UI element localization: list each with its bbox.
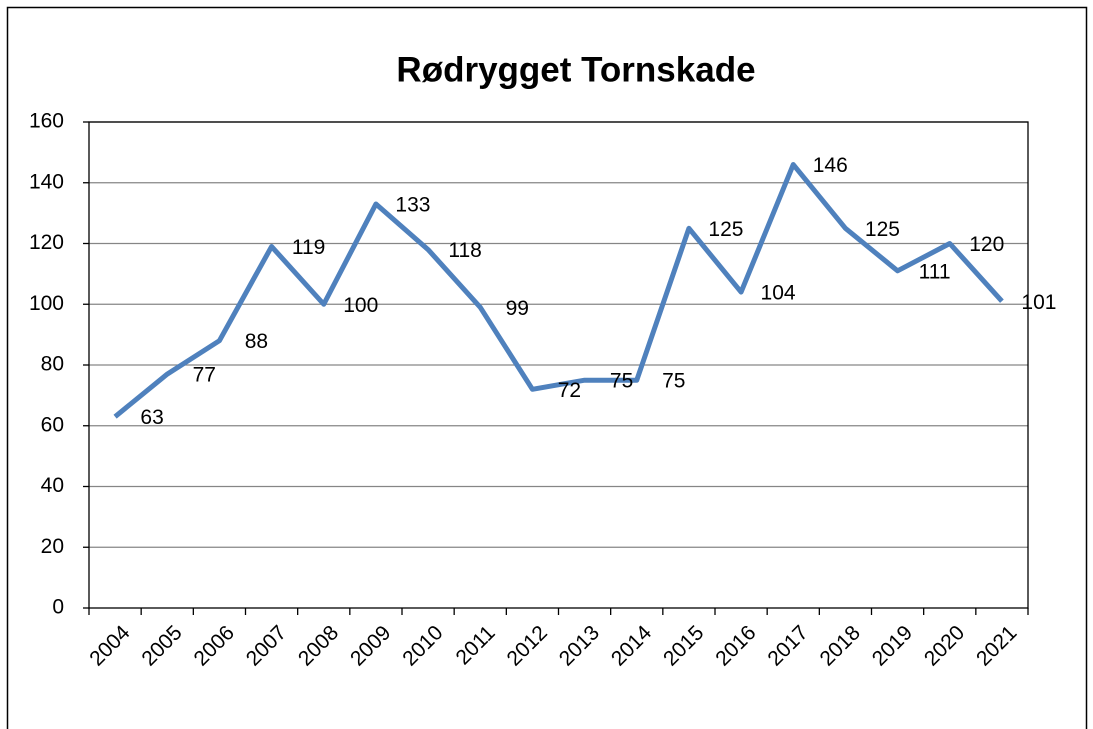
y-tick-label: 20 bbox=[41, 535, 64, 558]
data-label: 125 bbox=[865, 218, 900, 241]
y-tick-label: 140 bbox=[29, 170, 64, 193]
data-label: 120 bbox=[969, 233, 1004, 256]
data-label: 118 bbox=[448, 239, 481, 262]
x-tick-label: 2006 bbox=[190, 621, 239, 670]
y-tick-label: 40 bbox=[41, 474, 64, 497]
data-label: 125 bbox=[708, 218, 743, 241]
chart-border bbox=[6, 6, 1088, 729]
data-label: 72 bbox=[558, 379, 581, 402]
data-label: 77 bbox=[193, 364, 216, 387]
data-label: 146 bbox=[813, 154, 848, 177]
data-label: 99 bbox=[506, 297, 529, 320]
data-label: 75 bbox=[610, 370, 633, 393]
x-tick-label: 2009 bbox=[346, 621, 395, 670]
x-tick-label: 2017 bbox=[763, 621, 812, 670]
data-label: 119 bbox=[292, 236, 325, 259]
x-tick-label: 2007 bbox=[242, 621, 291, 670]
x-tick-label: 2019 bbox=[868, 621, 917, 670]
data-label: 63 bbox=[140, 406, 163, 429]
x-tick-label: 2015 bbox=[659, 621, 708, 670]
y-tick-label: 0 bbox=[52, 596, 64, 619]
data-label: 133 bbox=[395, 194, 430, 217]
x-tick-label: 2018 bbox=[816, 621, 865, 670]
x-tick-label: 2010 bbox=[398, 621, 447, 670]
y-tick-label: 100 bbox=[29, 292, 64, 315]
data-label: 104 bbox=[761, 282, 796, 305]
y-tick-label: 60 bbox=[41, 413, 64, 436]
y-tick-label: 120 bbox=[29, 231, 64, 254]
x-tick-label: 2020 bbox=[920, 621, 969, 670]
data-label: 88 bbox=[245, 330, 268, 353]
data-label: 100 bbox=[343, 294, 378, 317]
x-tick-label: 2016 bbox=[711, 621, 760, 670]
chart-title: Rødrygget Tornskade bbox=[396, 50, 755, 89]
x-tick-label: 2013 bbox=[555, 621, 604, 670]
x-tick-label: 2012 bbox=[503, 621, 552, 670]
x-tick-label: 2014 bbox=[607, 621, 657, 671]
x-tick-label: 2004 bbox=[85, 621, 135, 671]
data-label: 75 bbox=[662, 370, 685, 393]
data-label: 101 bbox=[1021, 291, 1056, 314]
data-line bbox=[113, 162, 1004, 419]
x-tick-label: 2008 bbox=[294, 621, 343, 670]
x-tick-label: 2005 bbox=[137, 621, 186, 670]
y-tick-label: 160 bbox=[29, 110, 64, 133]
y-tick-label: 80 bbox=[41, 353, 64, 376]
data-label: 111 bbox=[919, 260, 951, 283]
x-tick-label: 2021 bbox=[972, 621, 1021, 670]
x-tick-label: 2011 bbox=[452, 621, 500, 669]
